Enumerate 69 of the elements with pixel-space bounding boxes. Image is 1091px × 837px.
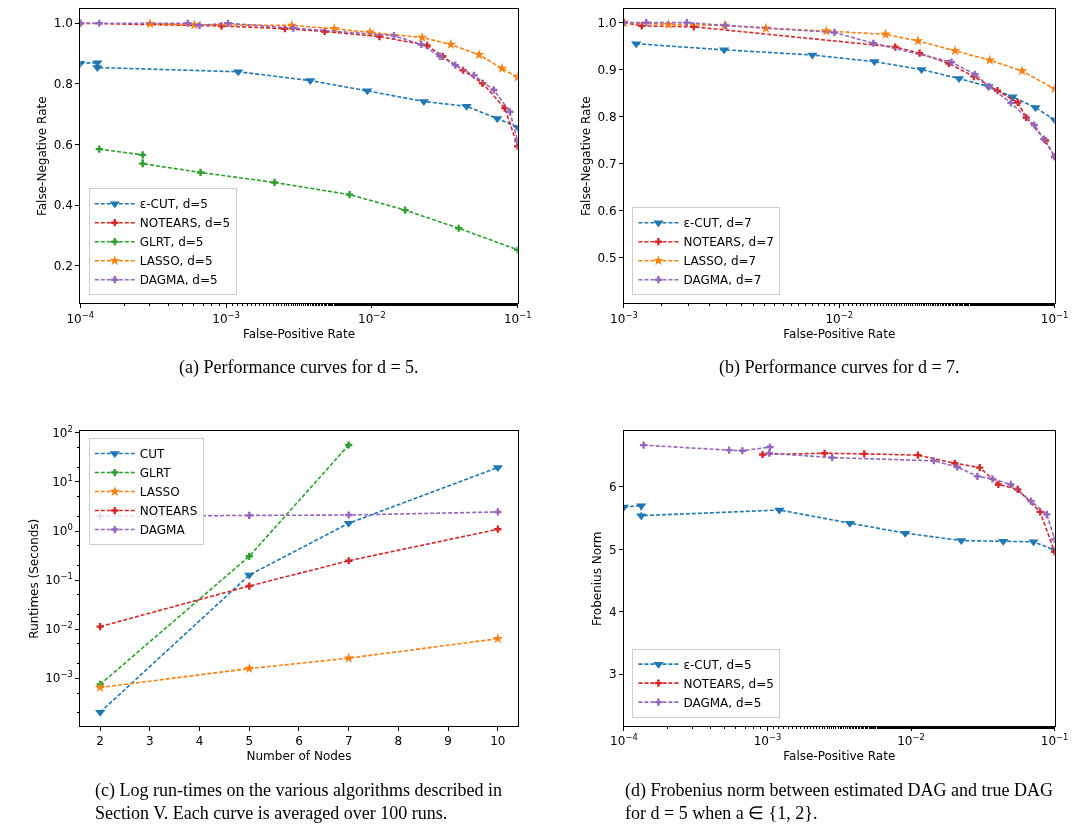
y-axis-title: False-Negative Rate: [35, 96, 50, 217]
y-tick-label: 0.8: [597, 109, 617, 124]
legend-label: LASSO, d=7: [683, 254, 757, 269]
y-tick-label: 0.6: [53, 137, 73, 152]
legend-label: ε-CUT, d=5: [683, 657, 752, 672]
y-tick-label: 10$^{2}$: [52, 424, 73, 441]
x-tick-label: 10$^{−1}$: [1040, 732, 1069, 749]
x-axis-title: False-Positive Rate: [783, 326, 896, 341]
x-tick-label: 10$^{−3}$: [753, 732, 782, 749]
legend-label: DAGMA, d=7: [683, 273, 762, 288]
y-tick-label: 0.6: [597, 203, 617, 218]
x-tick-label: 3: [146, 734, 154, 749]
x-tick-label: 10$^{−2}$: [358, 309, 386, 326]
x-tick-label: 6: [295, 734, 303, 749]
x-tick-label: 5: [245, 734, 254, 749]
x-tick-label: 10: [490, 734, 506, 749]
legend-label: NOTEARS, d=5: [683, 676, 774, 691]
y-tick-label: 10$^{−3}$: [45, 669, 73, 686]
x-tick-label: 10$^{−1}$: [1040, 309, 1069, 326]
y-tick-label: 4: [608, 604, 617, 619]
y-tick-label: 5: [608, 542, 617, 557]
y-tick-label: 1.0: [53, 16, 73, 31]
x-axis-title: False-Positive Rate: [242, 326, 356, 341]
x-tick-label: 10$^{−4}$: [610, 732, 638, 749]
legend-label: LASSO: [139, 485, 180, 500]
x-tick-label: 9: [444, 734, 452, 749]
x-tick-label: 10$^{−3}$: [212, 309, 240, 326]
y-tick-label: 0.4: [53, 198, 73, 213]
legend-label: LASSO, d=5: [139, 254, 213, 269]
y-tick-label: 0.9: [597, 62, 617, 77]
legend-label: GLRT, d=5: [139, 235, 204, 250]
legend-label: NOTEARS, d=5: [139, 216, 231, 231]
text: (d) Frobenius norm between estimated DAG and true DAG for d = 5 when a ∈ {1, 2}.: [625, 780, 1053, 824]
text: (a) Performance curves for d = 5.: [179, 357, 419, 378]
x-tick-label: 10$^{−4}$: [66, 309, 95, 326]
y-tick-label: 10$^{0}$: [52, 522, 73, 539]
x-tick-label: 4: [195, 734, 204, 749]
legend-label: DAGMA: [139, 523, 186, 538]
y-tick-label: 10$^{−1}$: [45, 571, 73, 588]
legend-label: DAGMA, d=5: [683, 695, 762, 710]
x-axis-title: False-Positive Rate: [783, 749, 896, 764]
x-axis-title: Number of Nodes: [246, 749, 352, 764]
y-axis-title: False-Negative Rate: [578, 96, 593, 217]
legend-label: NOTEARS: [139, 504, 198, 519]
y-tick-label: 0.5: [597, 250, 617, 265]
y-tick-label: 6: [608, 480, 617, 495]
y-tick-label: 3: [608, 667, 617, 682]
legend-label: GLRT: [139, 466, 172, 481]
y-tick-label: 0.7: [597, 156, 617, 171]
y-axis-title: Runtimes (Seconds): [26, 518, 41, 639]
x-tick-label: 2: [96, 734, 104, 749]
legend-label: CUT: [139, 447, 165, 462]
y-tick-label: 10$^{1}$: [52, 473, 73, 490]
x-tick-label: 8: [394, 734, 403, 749]
legend-label: DAGMA, d=5: [139, 273, 218, 288]
y-tick-label: 1.0: [597, 15, 617, 30]
x-tick-label: 7: [344, 734, 353, 749]
y-axis-title: Frobenius Norm: [590, 531, 605, 626]
text: (b) Performance curves for d = 7.: [719, 357, 960, 378]
legend-label: ε-CUT, d=7: [683, 216, 752, 231]
legend-label: ε-CUT, d=5: [139, 197, 209, 212]
y-tick-label: 0.2: [53, 259, 73, 274]
legend-label: NOTEARS, d=7: [683, 235, 774, 250]
x-tick-label: 10$^{−1}$: [503, 309, 532, 326]
y-tick-label: 0.8: [53, 77, 73, 92]
x-tick-label: 10$^{−2}$: [825, 309, 854, 326]
text: (c) Log run-times on the various algorithms described in Section V. Each curve is averaged over 100 runs.: [95, 780, 502, 824]
x-tick-label: 10$^{−2}$: [897, 732, 925, 749]
y-tick-label: 10$^{−2}$: [45, 620, 73, 637]
